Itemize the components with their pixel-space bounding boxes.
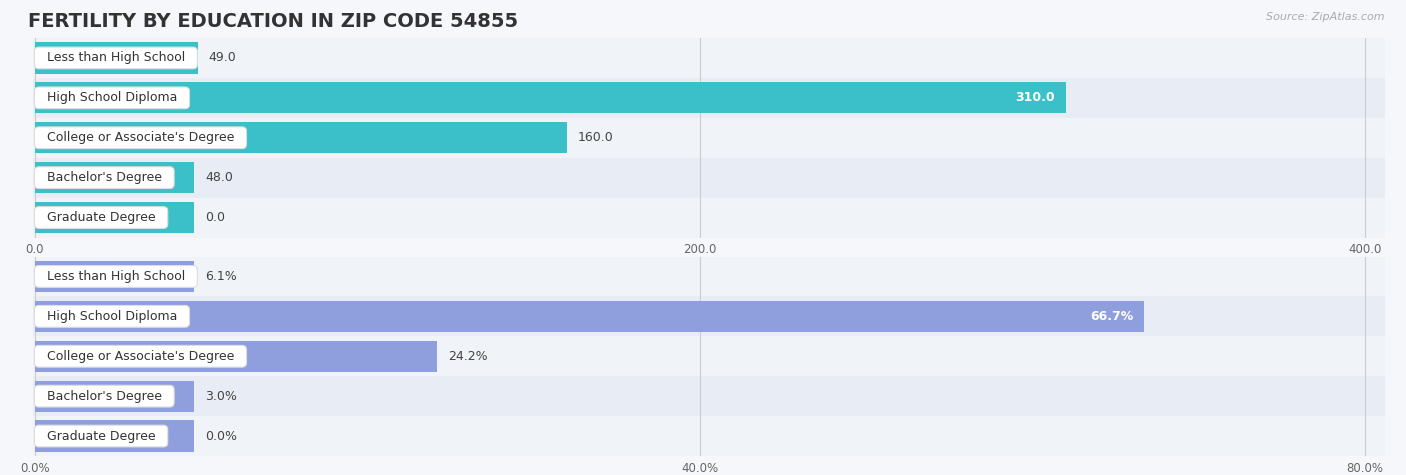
Bar (35, 82, 1066, 114)
Text: Less than High School: Less than High School (39, 270, 193, 283)
Text: Bachelor's Degree: Bachelor's Degree (39, 390, 170, 403)
Text: High School Diploma: High School Diploma (39, 91, 186, 104)
Bar (35, 261, 194, 292)
Text: 160.0: 160.0 (578, 131, 613, 144)
Text: College or Associate's Degree: College or Associate's Degree (39, 350, 242, 363)
Text: High School Diploma: High School Diploma (39, 310, 186, 323)
Bar (34, 198, 1406, 238)
Text: 0.0: 0.0 (205, 211, 225, 224)
Text: 24.2%: 24.2% (447, 350, 488, 363)
Text: 310.0: 310.0 (1015, 91, 1054, 104)
Bar (35, 420, 194, 452)
Text: 48.0: 48.0 (205, 171, 233, 184)
Text: Graduate Degree: Graduate Degree (39, 211, 163, 224)
Bar (34, 296, 1406, 336)
Bar (34, 336, 1406, 376)
Text: 6.1%: 6.1% (205, 270, 236, 283)
Text: College or Associate's Degree: College or Associate's Degree (39, 131, 242, 144)
Bar (35, 202, 194, 233)
Text: Less than High School: Less than High School (39, 51, 193, 65)
Bar (35, 301, 1144, 332)
Text: Source: ZipAtlas.com: Source: ZipAtlas.com (1267, 12, 1385, 22)
Text: 0.0%: 0.0% (205, 429, 238, 443)
Bar (35, 341, 437, 372)
Bar (34, 256, 1406, 296)
Bar (35, 122, 567, 153)
Bar (35, 42, 198, 74)
Text: Bachelor's Degree: Bachelor's Degree (39, 171, 170, 184)
Bar (34, 376, 1406, 416)
Text: Graduate Degree: Graduate Degree (39, 429, 163, 443)
Bar (35, 162, 194, 193)
Text: FERTILITY BY EDUCATION IN ZIP CODE 54855: FERTILITY BY EDUCATION IN ZIP CODE 54855 (28, 12, 519, 31)
Bar (34, 118, 1406, 158)
Bar (35, 380, 194, 412)
Bar (34, 38, 1406, 78)
Text: 49.0: 49.0 (208, 51, 236, 65)
Text: 3.0%: 3.0% (205, 390, 236, 403)
Bar (34, 78, 1406, 118)
Text: 66.7%: 66.7% (1090, 310, 1133, 323)
Bar (34, 416, 1406, 456)
Bar (34, 158, 1406, 198)
